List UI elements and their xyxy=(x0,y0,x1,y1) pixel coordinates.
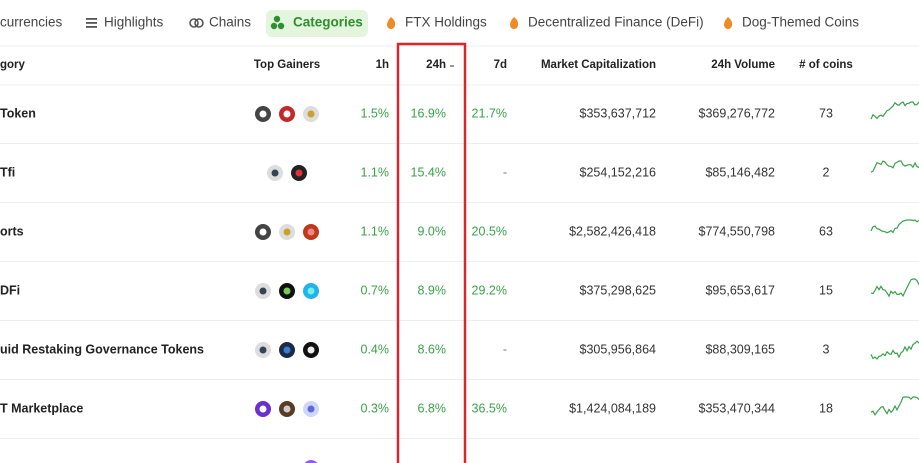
gainer-icon-inner xyxy=(283,110,291,118)
gainer-icon-inner xyxy=(259,405,267,413)
gainer-icon xyxy=(304,460,318,463)
tab-icon xyxy=(270,22,278,30)
table-cell: 18 xyxy=(819,401,833,415)
table-cell: 1.1% xyxy=(361,165,390,179)
column-header: Market Capitalization xyxy=(541,59,656,71)
tab-icon xyxy=(86,26,97,28)
column-header: 24h xyxy=(426,59,446,71)
table-cell: 15.4% xyxy=(411,165,446,179)
gainer-icon-inner xyxy=(307,287,315,295)
sparkline xyxy=(870,278,919,298)
fire-icon xyxy=(510,17,519,29)
tab-icon xyxy=(277,22,285,30)
category-name[interactable]: T Marketplace xyxy=(0,401,83,415)
table-cell: 9.0% xyxy=(418,224,447,238)
gainer-icon-inner xyxy=(295,169,303,177)
table-cell: $95,653,617 xyxy=(705,283,775,297)
tab-bar: currencies Highlights Chains Categories FTX … xyxy=(0,10,859,37)
table-cell: $353,637,712 xyxy=(580,106,657,120)
table-cell: $85,146,482 xyxy=(705,165,775,179)
tab-icon xyxy=(273,15,281,23)
table-cell: 21.7% xyxy=(472,106,507,120)
column-header: 1h xyxy=(376,59,389,71)
gainer-icon-inner xyxy=(259,228,267,236)
table-cell: 0.4% xyxy=(361,342,390,356)
gainer-icon-inner xyxy=(259,287,267,295)
table-cell: - xyxy=(503,165,507,179)
tab-label[interactable]: Highlights xyxy=(104,15,164,30)
gainer-icon-inner xyxy=(307,228,315,236)
column-header: gory xyxy=(0,59,26,71)
table-cell: 8.6% xyxy=(418,342,447,356)
table-cell: 63 xyxy=(819,224,833,238)
column-header: 7d xyxy=(494,59,507,71)
table-cell: 1.1% xyxy=(361,224,390,238)
table-cell: $353,470,344 xyxy=(699,401,776,415)
table-cell: 20.5% xyxy=(472,224,507,238)
tab-label[interactable]: Decentralized Finance (DeFi) xyxy=(528,15,704,30)
tab-label[interactable]: FTX Holdings xyxy=(405,15,487,30)
sparkline xyxy=(870,101,919,120)
table-cell: 36.5% xyxy=(472,401,507,415)
column-header: Top Gainers xyxy=(254,59,320,71)
gainer-icon-inner xyxy=(307,110,315,118)
gainer-icon-inner xyxy=(271,169,279,177)
category-name[interactable]: orts xyxy=(0,224,24,238)
table-cell: 29.2% xyxy=(472,283,507,297)
gainer-icon-inner xyxy=(283,346,291,354)
gainer-icon-inner xyxy=(307,405,315,413)
gainer-icon-inner xyxy=(283,287,291,295)
sparkline xyxy=(870,219,919,234)
active-tab-bg xyxy=(266,10,368,37)
column-header: # of coins xyxy=(799,59,853,71)
fire-icon xyxy=(724,17,733,29)
gainer-icon-inner xyxy=(307,346,315,354)
sparkline xyxy=(870,340,919,360)
category-name[interactable]: uid Restaking Governance Tokens xyxy=(0,342,204,356)
table-cell: 0.7% xyxy=(361,283,390,297)
tab-label[interactable]: Chains xyxy=(209,15,251,30)
table-cell: $369,276,772 xyxy=(699,106,776,120)
table-cell: $88,309,165 xyxy=(705,342,775,356)
table-cell: 1.5% xyxy=(361,106,390,120)
column-header: 24h Volume xyxy=(711,59,775,71)
gainer-icon-inner xyxy=(259,346,267,354)
table-cell: 0.3% xyxy=(361,401,390,415)
table-cell: $1,424,084,189 xyxy=(569,401,656,415)
tab-icon xyxy=(86,18,97,20)
table-cell: $774,550,798 xyxy=(699,224,776,238)
table-cell: 15 xyxy=(819,283,833,297)
gainer-icon-inner xyxy=(259,110,267,118)
table-cell: $2,582,426,418 xyxy=(569,224,656,238)
table-cell: $305,956,864 xyxy=(580,342,657,356)
sparkline xyxy=(870,396,919,416)
tab-label[interactable]: Dog-Themed Coins xyxy=(742,15,859,30)
gainer-icon-inner xyxy=(283,405,291,413)
tab-label[interactable]: currencies xyxy=(0,15,63,30)
highlight-box xyxy=(396,42,467,463)
table-cell: 8.9% xyxy=(418,283,447,297)
tab-label[interactable]: Categories xyxy=(293,15,363,30)
table-cell: 3 xyxy=(823,342,830,356)
table-cell: $254,152,216 xyxy=(580,165,657,179)
table-cell: 16.9% xyxy=(411,106,446,120)
sparkline xyxy=(870,160,919,173)
table-cell: 2 xyxy=(823,165,830,179)
table-cell: - xyxy=(503,342,507,356)
table: gory Top Gainers 1h 24h 7d Market Capitalizat… xyxy=(0,59,919,463)
table-cell: 73 xyxy=(819,106,833,120)
tab-icon xyxy=(189,18,199,28)
category-name[interactable]: Tfi xyxy=(0,165,15,179)
tab-icon xyxy=(194,18,204,28)
gainer-icon-inner xyxy=(283,228,291,236)
tab-icon xyxy=(86,22,97,24)
table-cell: $375,298,625 xyxy=(580,283,657,297)
category-name[interactable]: DFi xyxy=(0,283,20,297)
category-name[interactable]: Token xyxy=(0,106,36,120)
fire-icon xyxy=(387,17,396,29)
table-cell: 6.8% xyxy=(418,401,447,415)
